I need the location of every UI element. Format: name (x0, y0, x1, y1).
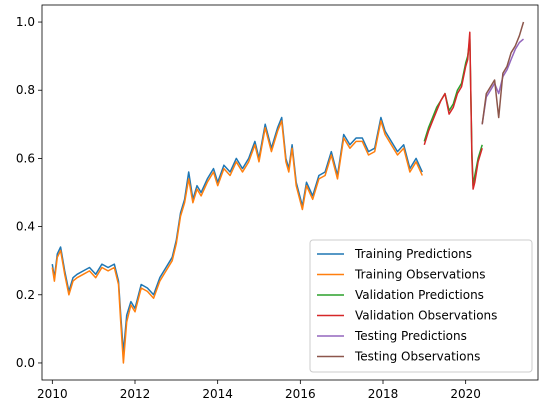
x-tick-label: 2018 (368, 387, 399, 401)
y-tick-label: 0.4 (16, 220, 35, 234)
y-tick-label: 0.6 (16, 151, 35, 165)
series-line-5 (482, 22, 523, 124)
x-tick-label: 2010 (37, 387, 68, 401)
legend-label: Testing Predictions (354, 329, 467, 343)
x-tick-label: 2012 (120, 387, 151, 401)
x-tick-label: 2020 (450, 387, 481, 401)
legend-label: Training Observations (354, 268, 486, 282)
x-tick-label: 2016 (285, 387, 316, 401)
legend-label: Validation Predictions (355, 288, 484, 302)
y-tick-label: 1.0 (16, 15, 35, 29)
series-line-3 (424, 32, 482, 189)
x-tick-label: 2014 (202, 387, 233, 401)
y-tick-label: 0.2 (16, 288, 35, 302)
series-line-4 (482, 39, 523, 124)
legend-label: Validation Observations (355, 309, 497, 323)
y-tick-label: 0.0 (16, 356, 35, 370)
series-line-2 (424, 39, 482, 186)
legend: Training Predictions Training Observation… (310, 240, 532, 372)
y-tick-label: 0.8 (16, 83, 35, 97)
legend-label: Testing Observations (354, 350, 480, 364)
y-axis: 0.0 0.2 0.4 0.6 0.8 1.0 (16, 15, 42, 370)
legend-label: Training Predictions (354, 247, 472, 261)
x-axis: 2010 2012 2014 2016 2018 2020 (37, 380, 481, 401)
